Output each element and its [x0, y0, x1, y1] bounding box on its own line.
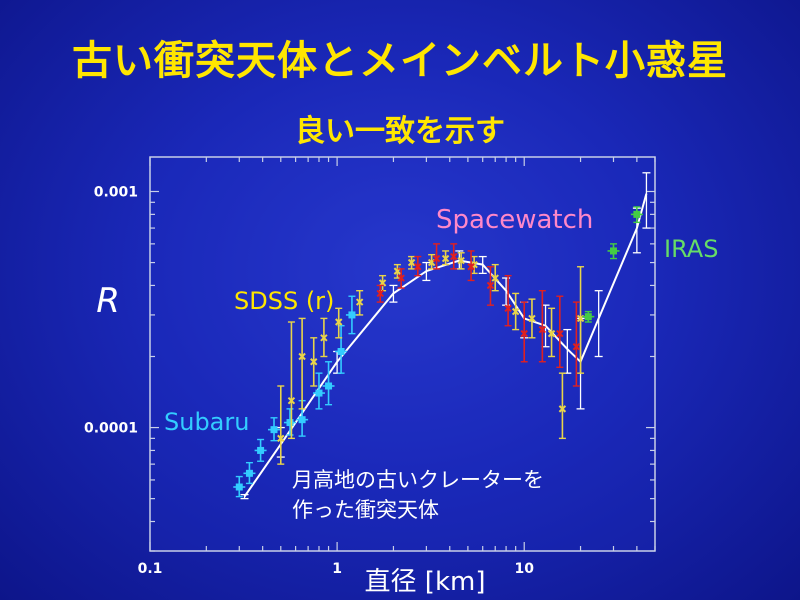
point-spacewatch [572, 301, 581, 387]
marker [609, 247, 617, 255]
point-sdss-r [547, 307, 556, 358]
marker [335, 318, 343, 326]
y-tick-label: 0.0001 [84, 421, 138, 437]
marker [407, 258, 416, 267]
tick-labels: 0.1 1 10 0.0001 0.001 [84, 184, 534, 577]
point-iras [607, 243, 620, 260]
slide-title: 古い衝突天体とメインベルト小惑星 [72, 38, 728, 84]
point-sdss-r [528, 298, 536, 339]
marker [310, 358, 318, 366]
marker [286, 419, 294, 427]
marker [633, 210, 641, 218]
marker [235, 483, 243, 491]
marker [315, 389, 323, 397]
point-subaru [243, 461, 256, 485]
marker [486, 281, 495, 290]
point-sdss-r [457, 252, 465, 270]
marker [270, 426, 278, 434]
point-subaru [233, 475, 246, 498]
marker [467, 263, 475, 271]
marker [520, 329, 528, 338]
point-sdss-r [355, 289, 364, 316]
marker [320, 334, 328, 342]
point-subaru [345, 295, 358, 335]
point-subaru [322, 361, 335, 406]
data-points [233, 206, 643, 498]
point-spacewatch [504, 274, 512, 327]
marker [450, 252, 458, 261]
label-iras: IRAS [664, 235, 718, 263]
point-spacewatch [397, 268, 405, 289]
marker [538, 325, 547, 334]
point-sdss-r [298, 317, 306, 410]
point-spacewatch [556, 295, 564, 369]
point-spacewatch [414, 255, 422, 277]
annotation-craters-line1: 月高地の古いクレーターを [292, 468, 544, 492]
marker [337, 347, 345, 355]
label-spacewatch: Spacewatch [436, 205, 593, 235]
point-sdss-r [441, 250, 450, 266]
marker [504, 304, 512, 313]
marker [257, 446, 265, 454]
point-sdss-r [320, 317, 328, 358]
plot-frame [149, 156, 656, 552]
x-tick-label: 10 [514, 561, 534, 577]
point-sdss-r [310, 337, 318, 387]
point-sdss-r [287, 321, 296, 440]
point-subaru [268, 417, 281, 442]
y-axis-label: R [96, 281, 120, 321]
point-subaru [312, 372, 325, 410]
point-iras [582, 310, 595, 323]
y-tick-label: 0.001 [94, 184, 138, 200]
annotation-craters-line2: 作った衝突天体 [292, 498, 439, 522]
marker [556, 329, 564, 338]
label-sdss: SDSS (r) [234, 287, 334, 315]
marker [414, 263, 422, 271]
axis-ticks [149, 157, 656, 552]
marker [355, 298, 364, 306]
marker [348, 311, 356, 319]
point-sdss-r [491, 263, 499, 292]
marker [376, 289, 384, 298]
point-spacewatch [467, 250, 475, 282]
point-spacewatch [538, 289, 547, 363]
x-tick-label: 1 [332, 561, 342, 577]
point-spacewatch [486, 266, 495, 306]
marker [325, 382, 333, 390]
marker [511, 307, 520, 316]
point-spacewatch [376, 284, 384, 303]
marker [298, 352, 306, 361]
marker [441, 254, 450, 263]
point-spacewatch [450, 243, 458, 270]
marker [572, 343, 581, 351]
marker [277, 434, 285, 443]
marker [432, 254, 441, 263]
point-iras [630, 206, 643, 224]
marker [491, 274, 499, 282]
marker [547, 329, 556, 338]
marker [558, 405, 567, 413]
marker [457, 256, 465, 265]
x-axis-label: 直径 [km] [365, 567, 486, 597]
slide-subtitle: 良い一致を示す [295, 114, 505, 149]
x-tick-label: 0.1 [138, 561, 163, 577]
point-sdss-r [511, 292, 520, 331]
point-spacewatch [520, 301, 528, 363]
label-subaru: Subaru [164, 408, 249, 436]
marker [287, 396, 296, 405]
marker [245, 469, 253, 477]
point-subaru [254, 438, 267, 462]
marker [298, 416, 306, 424]
point-sdss-r [277, 385, 285, 465]
point-subaru [335, 325, 348, 374]
marker [528, 314, 536, 323]
point-sdss-r [558, 372, 567, 440]
marker [397, 274, 405, 282]
point-spacewatch [432, 243, 441, 270]
marker [584, 313, 592, 321]
point-subaru [283, 408, 296, 436]
point-sdss-r [407, 255, 416, 270]
point-sdss-r [335, 307, 343, 339]
